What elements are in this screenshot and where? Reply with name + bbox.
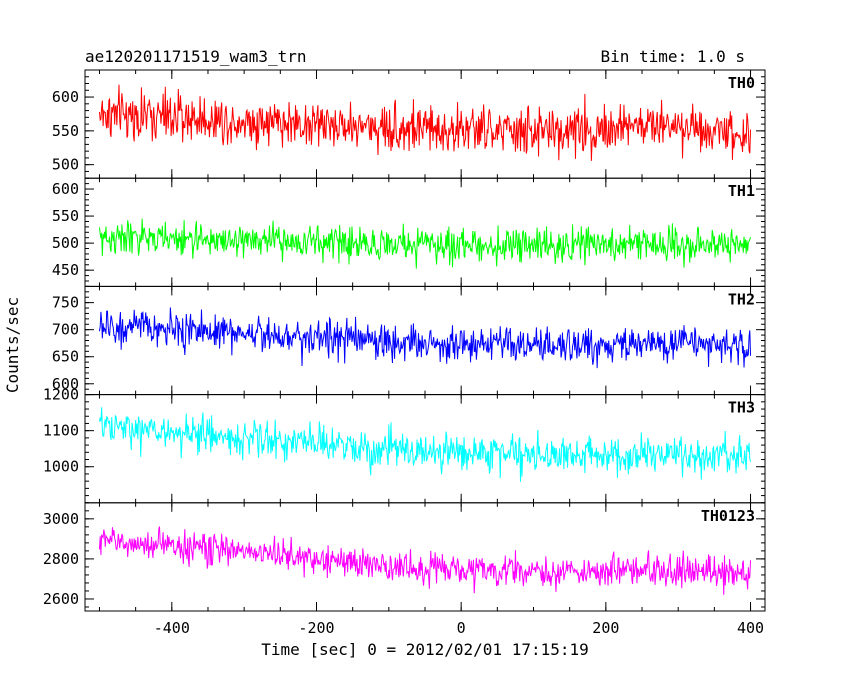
chart-subtitle: Bin time: 1.0 s bbox=[601, 47, 746, 66]
panel-th3: 1000 1100 1200 TH3 bbox=[43, 386, 766, 504]
panel-th1: 450 500 550 600 TH1 bbox=[52, 177, 766, 287]
x-tick-label: 0 bbox=[457, 619, 466, 637]
panel-th2: 600 650 700 750 TH2 bbox=[52, 285, 766, 396]
y-tick-label: 650 bbox=[52, 348, 79, 366]
y-tick-label: 550 bbox=[52, 207, 79, 225]
y-tick-label: 600 bbox=[52, 375, 79, 393]
y-tick-label: 2600 bbox=[43, 590, 79, 608]
x-tick-label: 200 bbox=[592, 619, 619, 637]
x-tick-label: -400 bbox=[154, 619, 190, 637]
panel-label: TH1 bbox=[728, 182, 755, 200]
x-axis-label: Time [sec] 0 = 2012/02/01 17:15:19 bbox=[261, 640, 589, 659]
y-tick-label: 700 bbox=[52, 321, 79, 339]
y-axis-label: Counts/sec bbox=[3, 297, 22, 393]
x-tick-label: -200 bbox=[298, 619, 334, 637]
x-axis: -400 -200 0 200 400 bbox=[154, 619, 764, 637]
panel-label: TH3 bbox=[728, 399, 755, 417]
chart-title: ae120201171519_wam3_trn bbox=[85, 47, 307, 66]
y-tick-label: 550 bbox=[52, 122, 79, 140]
y-tick-label: 1000 bbox=[43, 458, 79, 476]
y-tick-label: 500 bbox=[52, 234, 79, 252]
series-th0123 bbox=[98, 526, 752, 595]
y-tick-label: 1100 bbox=[43, 422, 79, 440]
y-tick-label: 1200 bbox=[43, 386, 79, 404]
y-tick-label: 450 bbox=[52, 261, 79, 279]
x-tick-label: 400 bbox=[737, 619, 764, 637]
panel-th0: 500 550 600 TH0 bbox=[52, 69, 766, 179]
y-tick-label: 500 bbox=[52, 156, 79, 174]
panel-th0123: 2600 2800 3000 TH0123 bbox=[43, 502, 766, 612]
panels-group: 500 550 600 TH0 450 500 550 600 TH1 600 650 700 750 T… bbox=[43, 69, 766, 612]
series-th2 bbox=[98, 307, 752, 369]
series-th1 bbox=[98, 218, 752, 269]
panel-label: TH0 bbox=[728, 74, 755, 92]
panel-label: TH2 bbox=[728, 290, 755, 308]
y-tick-label: 2800 bbox=[43, 550, 79, 568]
y-tick-label: 600 bbox=[52, 88, 79, 106]
panel-label: TH0123 bbox=[701, 507, 755, 525]
y-tick-label: 600 bbox=[52, 180, 79, 198]
series-th3 bbox=[98, 407, 752, 482]
y-tick-label: 750 bbox=[52, 294, 79, 312]
y-tick-label: 3000 bbox=[43, 510, 79, 528]
panel-frame bbox=[84, 177, 766, 287]
series-th0 bbox=[98, 84, 752, 161]
